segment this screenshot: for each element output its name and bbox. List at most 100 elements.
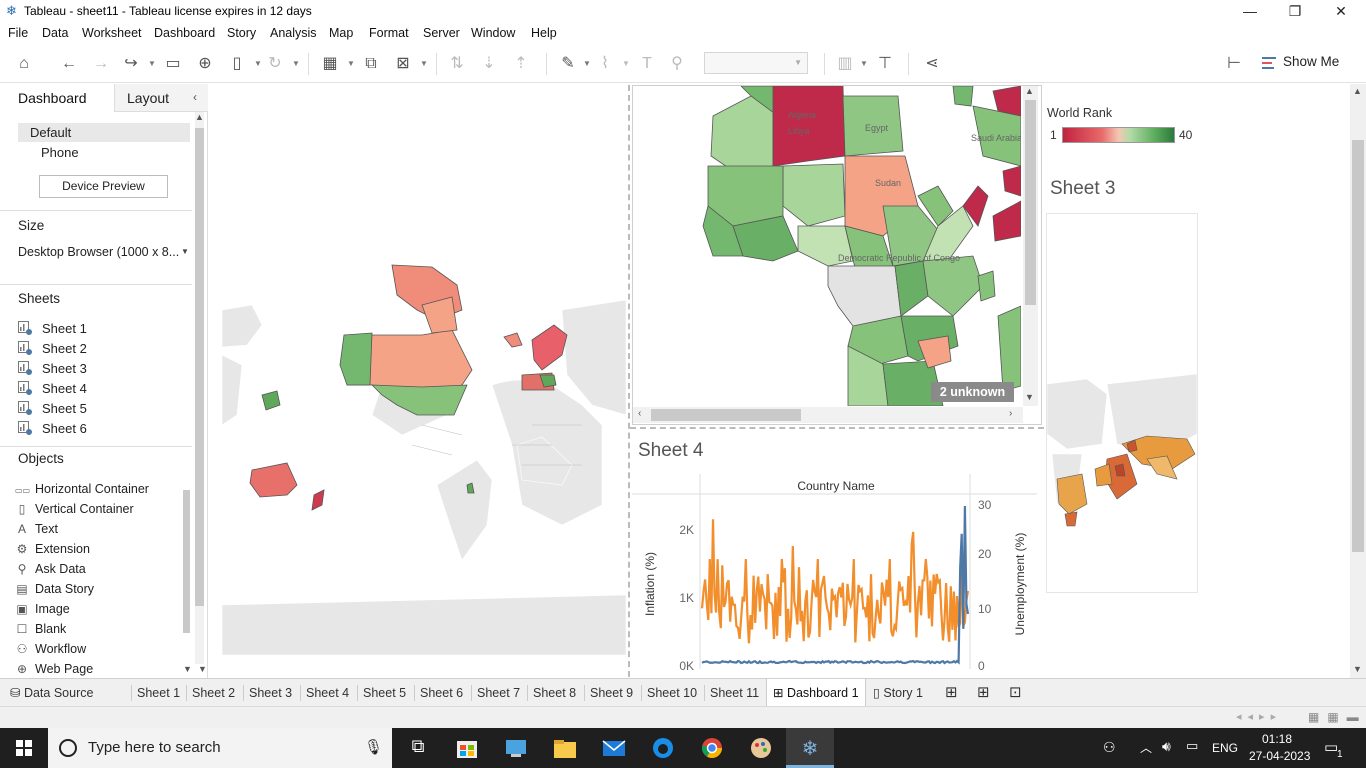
fit-combo-dropdown-icon[interactable]: ▼ [794, 58, 802, 67]
chrome-browser-icon[interactable] [699, 736, 725, 760]
group-dropdown-icon[interactable]: ▼ [622, 59, 630, 68]
africa-scroll-down-icon[interactable]: ▼ [1025, 392, 1034, 402]
close-button[interactable]: ✕ [1335, 3, 1347, 19]
new-worksheet-dropdown-icon[interactable]: ▼ [347, 59, 355, 68]
tableau-taskbar-active[interactable] [786, 728, 834, 768]
canvas-scroll-down-icon[interactable]: ▼ [1353, 664, 1362, 674]
restore-button[interactable]: ❐ [1288, 3, 1302, 19]
unknown-indicator[interactable]: 2 unknown [931, 382, 1014, 402]
task-view-icon[interactable]: ⧉ [411, 736, 425, 756]
object-item[interactable]: ☐ Blank [15, 619, 67, 639]
inflation-series-line[interactable] [700, 519, 970, 644]
size-dropdown-icon[interactable]: ▼ [181, 247, 189, 256]
tooltip-pin-icon[interactable]: ⊢ [1227, 55, 1241, 72]
windows-start-icon[interactable] [0, 728, 48, 768]
sheet-list-item[interactable]: Sheet 2 [18, 339, 87, 359]
sheet-navigation-icons[interactable]: ◂◂▸▸ [1236, 711, 1283, 723]
show-me-button[interactable]: Show Me [1283, 54, 1340, 69]
view-mode-icons[interactable]: ▦▦▬ [1308, 710, 1366, 724]
menu-worksheet[interactable]: Worksheet [82, 26, 142, 40]
sheet-list-item[interactable]: Sheet 6 [18, 419, 87, 439]
unemployment-series-line[interactable] [701, 505, 970, 665]
sort-descending-icon[interactable]: ⇡ [514, 55, 528, 72]
sheet-list-item[interactable]: Sheet 5 [18, 399, 87, 419]
edge-browser-icon[interactable] [650, 736, 676, 760]
africa-map-hscroll-thumb[interactable] [651, 409, 801, 421]
sheet-tab[interactable]: Sheet 8 [533, 686, 577, 700]
africa-map[interactable]: Libya Egypt Algeria Saudi Arabia Sudan D… [633, 85, 1022, 407]
show-cards-icon[interactable]: ▥ [837, 55, 853, 72]
tab-dashboard[interactable]: Dashboard [0, 84, 114, 112]
sheet-list-item[interactable]: Sheet 4 [18, 379, 87, 399]
group-members-icon[interactable]: ⌇ [601, 55, 609, 72]
mail-icon[interactable] [601, 736, 627, 760]
sheet3-map[interactable] [1046, 213, 1198, 593]
sheet-tab[interactable]: Sheet 6 [420, 686, 464, 700]
sheet-tab[interactable]: Sheet 2 [192, 686, 236, 700]
menu-analysis[interactable]: Analysis [270, 26, 317, 40]
sort-ascending-icon[interactable]: ⇣ [482, 55, 496, 72]
africa-scroll-right-icon[interactable]: › [1009, 408, 1013, 419]
replay-dropdown-icon[interactable]: ▼ [148, 59, 156, 68]
size-select[interactable]: Desktop Browser (1000 x 8... [18, 245, 180, 259]
device-default[interactable]: Default [18, 123, 190, 142]
menu-help[interactable]: Help [531, 26, 557, 40]
menu-format[interactable]: Format [369, 26, 409, 40]
object-item[interactable]: ▤ Data Story [15, 579, 94, 599]
show-mark-labels-icon[interactable]: T [642, 55, 652, 72]
microphone-icon[interactable]: 🎙 [364, 739, 384, 756]
clear-dropdown-icon[interactable]: ▼ [420, 59, 428, 68]
data-source-tab[interactable]: ⛁ Data Source [10, 679, 93, 707]
menu-story[interactable]: Story [227, 26, 257, 40]
desktop-app-icon[interactable] [503, 736, 529, 760]
minimize-button[interactable]: — [1243, 3, 1257, 19]
objects-scroll-down-icon[interactable]: ▼ [183, 664, 192, 674]
africa-scroll-left-icon[interactable]: ‹ [638, 408, 642, 419]
scroll-down-icon[interactable]: ▼ [198, 664, 207, 674]
collapse-panel-icon[interactable]: ‹ [193, 90, 197, 104]
duplicate-sheet-icon[interactable]: ⧉ [365, 55, 377, 72]
menu-data[interactable]: Data [42, 26, 69, 40]
sheet-tab[interactable]: Sheet 4 [306, 686, 350, 700]
show-cards-dropdown-icon[interactable]: ▼ [860, 59, 868, 68]
object-item[interactable]: ⊕ Web Page [15, 659, 93, 679]
pause-updates-icon[interactable]: ▯ [232, 55, 242, 72]
sheet-list-item[interactable]: Sheet 1 [18, 319, 87, 339]
dual-axis-line-chart[interactable]: Country Name Inflation (%) Unemployment … [632, 474, 1042, 678]
volume-icon[interactable]: 🔊︎ [1162, 738, 1171, 754]
menu-server[interactable]: Server [423, 26, 460, 40]
menu-file[interactable]: File [8, 26, 29, 40]
home-icon[interactable]: ⌂ [19, 55, 29, 72]
object-item[interactable]: ▣ Image [15, 599, 69, 619]
object-item[interactable]: ⚲ Ask Data [15, 559, 86, 579]
share-icon[interactable]: ⋖ [925, 55, 939, 72]
new-data-source-icon[interactable]: ⊕ [198, 55, 212, 72]
device-phone[interactable]: Phone [41, 145, 79, 160]
world-map[interactable] [221, 85, 627, 675]
sheet4-chart[interactable]: Country Name Inflation (%) Unemployment … [632, 474, 1042, 678]
sheet-tab[interactable]: Sheet 3 [249, 686, 293, 700]
refresh-dropdown-icon[interactable]: ▼ [292, 59, 300, 68]
sheet-tab[interactable]: Sheet 5 [363, 686, 407, 700]
swap-rows-columns-icon[interactable]: ⇅ [450, 55, 464, 72]
highlight-icon[interactable]: ✎ [561, 55, 575, 72]
object-item[interactable]: ⚇ Workflow [15, 639, 87, 659]
people-icon[interactable]: ⚇ [1103, 739, 1116, 755]
clock-date[interactable]: 27-04-2023 [1249, 749, 1311, 763]
world-rank-color-legend[interactable] [1062, 127, 1175, 143]
clock-time[interactable]: 01:18 [1262, 732, 1293, 746]
new-worksheet-tab-icon[interactable]: ⊞ [945, 684, 958, 701]
object-item[interactable]: ▭▭ Horizontal Container [15, 479, 149, 499]
paint-app-icon[interactable] [748, 736, 774, 760]
undo-icon[interactable]: ← [61, 55, 77, 72]
device-preview-button[interactable]: Device Preview [39, 175, 168, 198]
objects-scroll-thumb[interactable] [183, 490, 190, 633]
redo-icon[interactable]: → [93, 55, 109, 72]
refresh-icon[interactable]: ↻ [268, 55, 282, 72]
left-panel-scroll-thumb[interactable] [195, 128, 204, 606]
object-item[interactable]: A Text [15, 519, 58, 539]
language-indicator[interactable]: ENG [1212, 741, 1239, 755]
asia-map[interactable] [1046, 214, 1198, 592]
file-explorer-icon[interactable] [552, 736, 578, 760]
canvas-scroll-up-icon[interactable]: ▲ [1353, 86, 1362, 96]
